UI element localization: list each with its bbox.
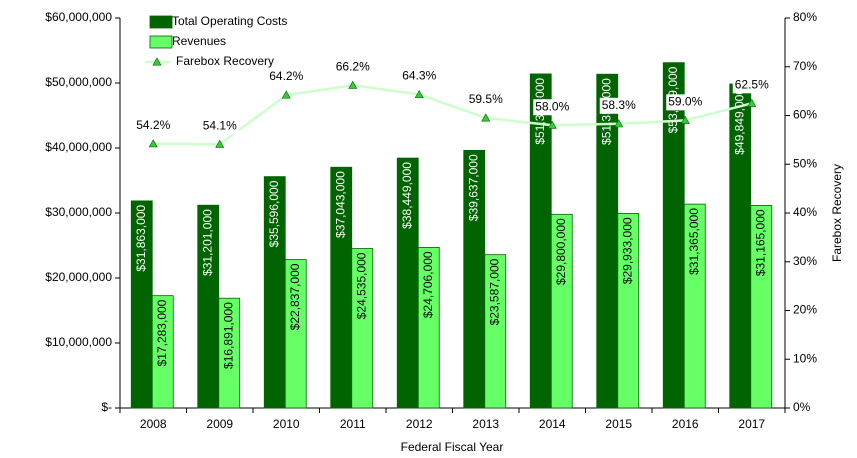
y-tick-label: $30,000,000: [45, 205, 112, 219]
legend-label: Farebox Recovery: [176, 54, 274, 68]
y-tick-label: $-: [101, 400, 112, 414]
label-box: [533, 99, 572, 116]
line-value-label: 64.2%: [269, 69, 303, 83]
line-value-label: 62.5%: [735, 77, 769, 91]
label-box: [267, 69, 306, 86]
line-value-label: 54.2%: [136, 118, 170, 132]
marker: [148, 139, 158, 148]
x-tick-label: 2016: [672, 417, 699, 431]
legend-label: Total Operating Costs: [172, 14, 287, 28]
y-tick-label: $60,000,000: [45, 10, 112, 24]
y2-tick-label: 50%: [793, 156, 817, 170]
bar-value-label: $35,596,000: [267, 180, 281, 247]
x-tick-label: 2013: [472, 417, 499, 431]
bar-value-label: $31,365,000: [687, 208, 701, 275]
label-box: [732, 77, 771, 94]
y2-tick-label: 10%: [793, 351, 817, 365]
bar: [550, 213, 573, 409]
marker: [680, 115, 690, 124]
marker: [414, 89, 424, 99]
line: [153, 84, 753, 146]
line-value-label: 54.1%: [203, 118, 237, 132]
x-tick-label: 2011: [340, 417, 366, 431]
label-box: [666, 94, 705, 111]
y2-tick-label: 70%: [793, 59, 817, 73]
bar-value-label: $39,637,000: [466, 154, 480, 221]
y-tick-label: $50,000,000: [45, 75, 112, 89]
x-tick-label: 2009: [206, 417, 233, 431]
bar-value-label: $22,837,000: [288, 263, 302, 330]
label-box: [599, 97, 638, 114]
y2-axis-title: Farebox Recovery: [830, 164, 844, 262]
bar-value-label: $24,706,000: [421, 251, 435, 318]
bar-value-label: $31,863,000: [134, 205, 148, 272]
bar-value-label: $37,043,000: [333, 171, 347, 238]
label-box: [333, 59, 372, 76]
legend-marker: [152, 57, 162, 66]
marker: [747, 98, 757, 107]
label-box: [466, 91, 505, 108]
bar-value-label: $16,891,000: [221, 302, 235, 369]
y-tick-label: $40,000,000: [45, 140, 112, 154]
marker: [215, 139, 225, 148]
bar-value-label: $31,201,000: [200, 209, 214, 276]
marker: [281, 90, 291, 99]
marker: [547, 120, 557, 129]
y2-tick-label: 30%: [793, 254, 817, 268]
x-tick-label: 2010: [273, 417, 300, 431]
y2-tick-label: 0%: [793, 400, 811, 414]
bar: [484, 254, 507, 409]
bar-value-label: $31,165,000: [753, 209, 767, 276]
y-tick-label: $10,000,000: [45, 335, 112, 349]
bar: [218, 297, 241, 409]
bar: [151, 295, 174, 409]
line-value-label: 59.5%: [469, 92, 503, 106]
marker: [614, 119, 624, 128]
marker: [481, 113, 491, 122]
bar-value-label: $17,283,000: [155, 299, 169, 366]
bar-value-label: $23,587,000: [487, 258, 501, 325]
x-axis-title: Federal Fiscal Year: [401, 440, 504, 454]
y2-tick-label: 80%: [793, 10, 817, 24]
y2-tick-label: 40%: [793, 205, 817, 219]
label-box: [134, 117, 173, 134]
line-value-label: 66.2%: [336, 59, 370, 73]
legend-swatch: [149, 15, 173, 29]
x-tick-label: 2015: [605, 417, 632, 431]
bar-value-label: $49,849,000: [732, 88, 746, 155]
line-value-label: 59.0%: [668, 95, 702, 109]
bar: [750, 205, 773, 409]
label-box: [200, 118, 239, 135]
bar: [284, 259, 307, 409]
bar: [617, 213, 640, 409]
bar: [683, 203, 706, 409]
line-value-label: 58.3%: [602, 98, 636, 112]
y-tick-label: $20,000,000: [45, 270, 112, 284]
x-tick-label: 2014: [539, 417, 566, 431]
line-value-label: 64.3%: [402, 69, 436, 83]
bar: [417, 247, 440, 409]
y2-tick-label: 20%: [793, 303, 817, 317]
legend-swatch: [149, 35, 173, 49]
x-tick-label: 2017: [738, 417, 765, 431]
legend-label: Revenues: [172, 34, 226, 48]
bar-value-label: $24,535,000: [354, 252, 368, 319]
line-value-label: 58.0%: [535, 99, 569, 113]
bar: [351, 248, 374, 409]
y2-tick-label: 60%: [793, 108, 817, 122]
bar-value-label: $38,449,000: [400, 162, 414, 229]
bar-value-label: $29,933,000: [620, 217, 634, 284]
bar-value-label: $29,800,000: [554, 218, 568, 285]
x-tick-label: 2008: [140, 417, 167, 431]
label-box: [400, 68, 439, 85]
x-tick-label: 2012: [406, 417, 433, 431]
marker: [348, 80, 358, 89]
